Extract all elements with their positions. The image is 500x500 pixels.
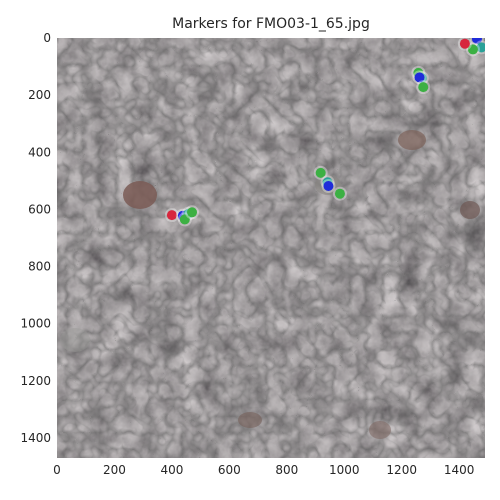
y-tick-label: 0 — [43, 31, 51, 45]
x-tick-label: 1000 — [329, 463, 360, 477]
x-tick-label: 800 — [275, 463, 298, 477]
marker-point — [471, 38, 482, 44]
x-tick-label: 1400 — [444, 463, 475, 477]
x-tick-label: 600 — [218, 463, 241, 477]
y-tick-label: 400 — [28, 145, 51, 159]
marker-point — [166, 210, 177, 221]
x-axis-ticks: 0 200 400 600 800 1000 1200 1400 — [53, 463, 474, 477]
y-tick-label: 1200 — [20, 374, 51, 388]
y-tick-label: 200 — [28, 88, 51, 102]
marker-point — [334, 188, 345, 199]
y-tick-label: 1000 — [20, 317, 51, 331]
x-tick-label: 400 — [160, 463, 183, 477]
y-axis-ticks: 0 200 400 600 800 1000 1200 1400 — [20, 31, 51, 445]
marker-point — [187, 207, 198, 218]
y-tick-label: 1400 — [20, 431, 51, 445]
plot-area — [57, 38, 485, 458]
marker-point — [323, 181, 334, 191]
reddish-stones — [60, 130, 480, 439]
marker-point — [179, 214, 190, 225]
marker-point — [315, 167, 326, 178]
x-tick-label: 0 — [53, 463, 61, 477]
marker-point — [476, 42, 485, 53]
x-tick-label: 1200 — [386, 463, 417, 477]
rock-cracks — [57, 38, 485, 458]
chart-title: Markers for FMO03-1_65.jpg — [172, 16, 370, 32]
marker-point — [459, 38, 470, 49]
marker-point — [418, 82, 429, 93]
x-tick-label: 200 — [103, 463, 126, 477]
marker-point — [414, 72, 425, 83]
marker-point — [467, 44, 478, 55]
y-tick-label: 600 — [28, 202, 51, 216]
marker-points — [164, 38, 485, 227]
y-tick-label: 800 — [28, 260, 51, 274]
